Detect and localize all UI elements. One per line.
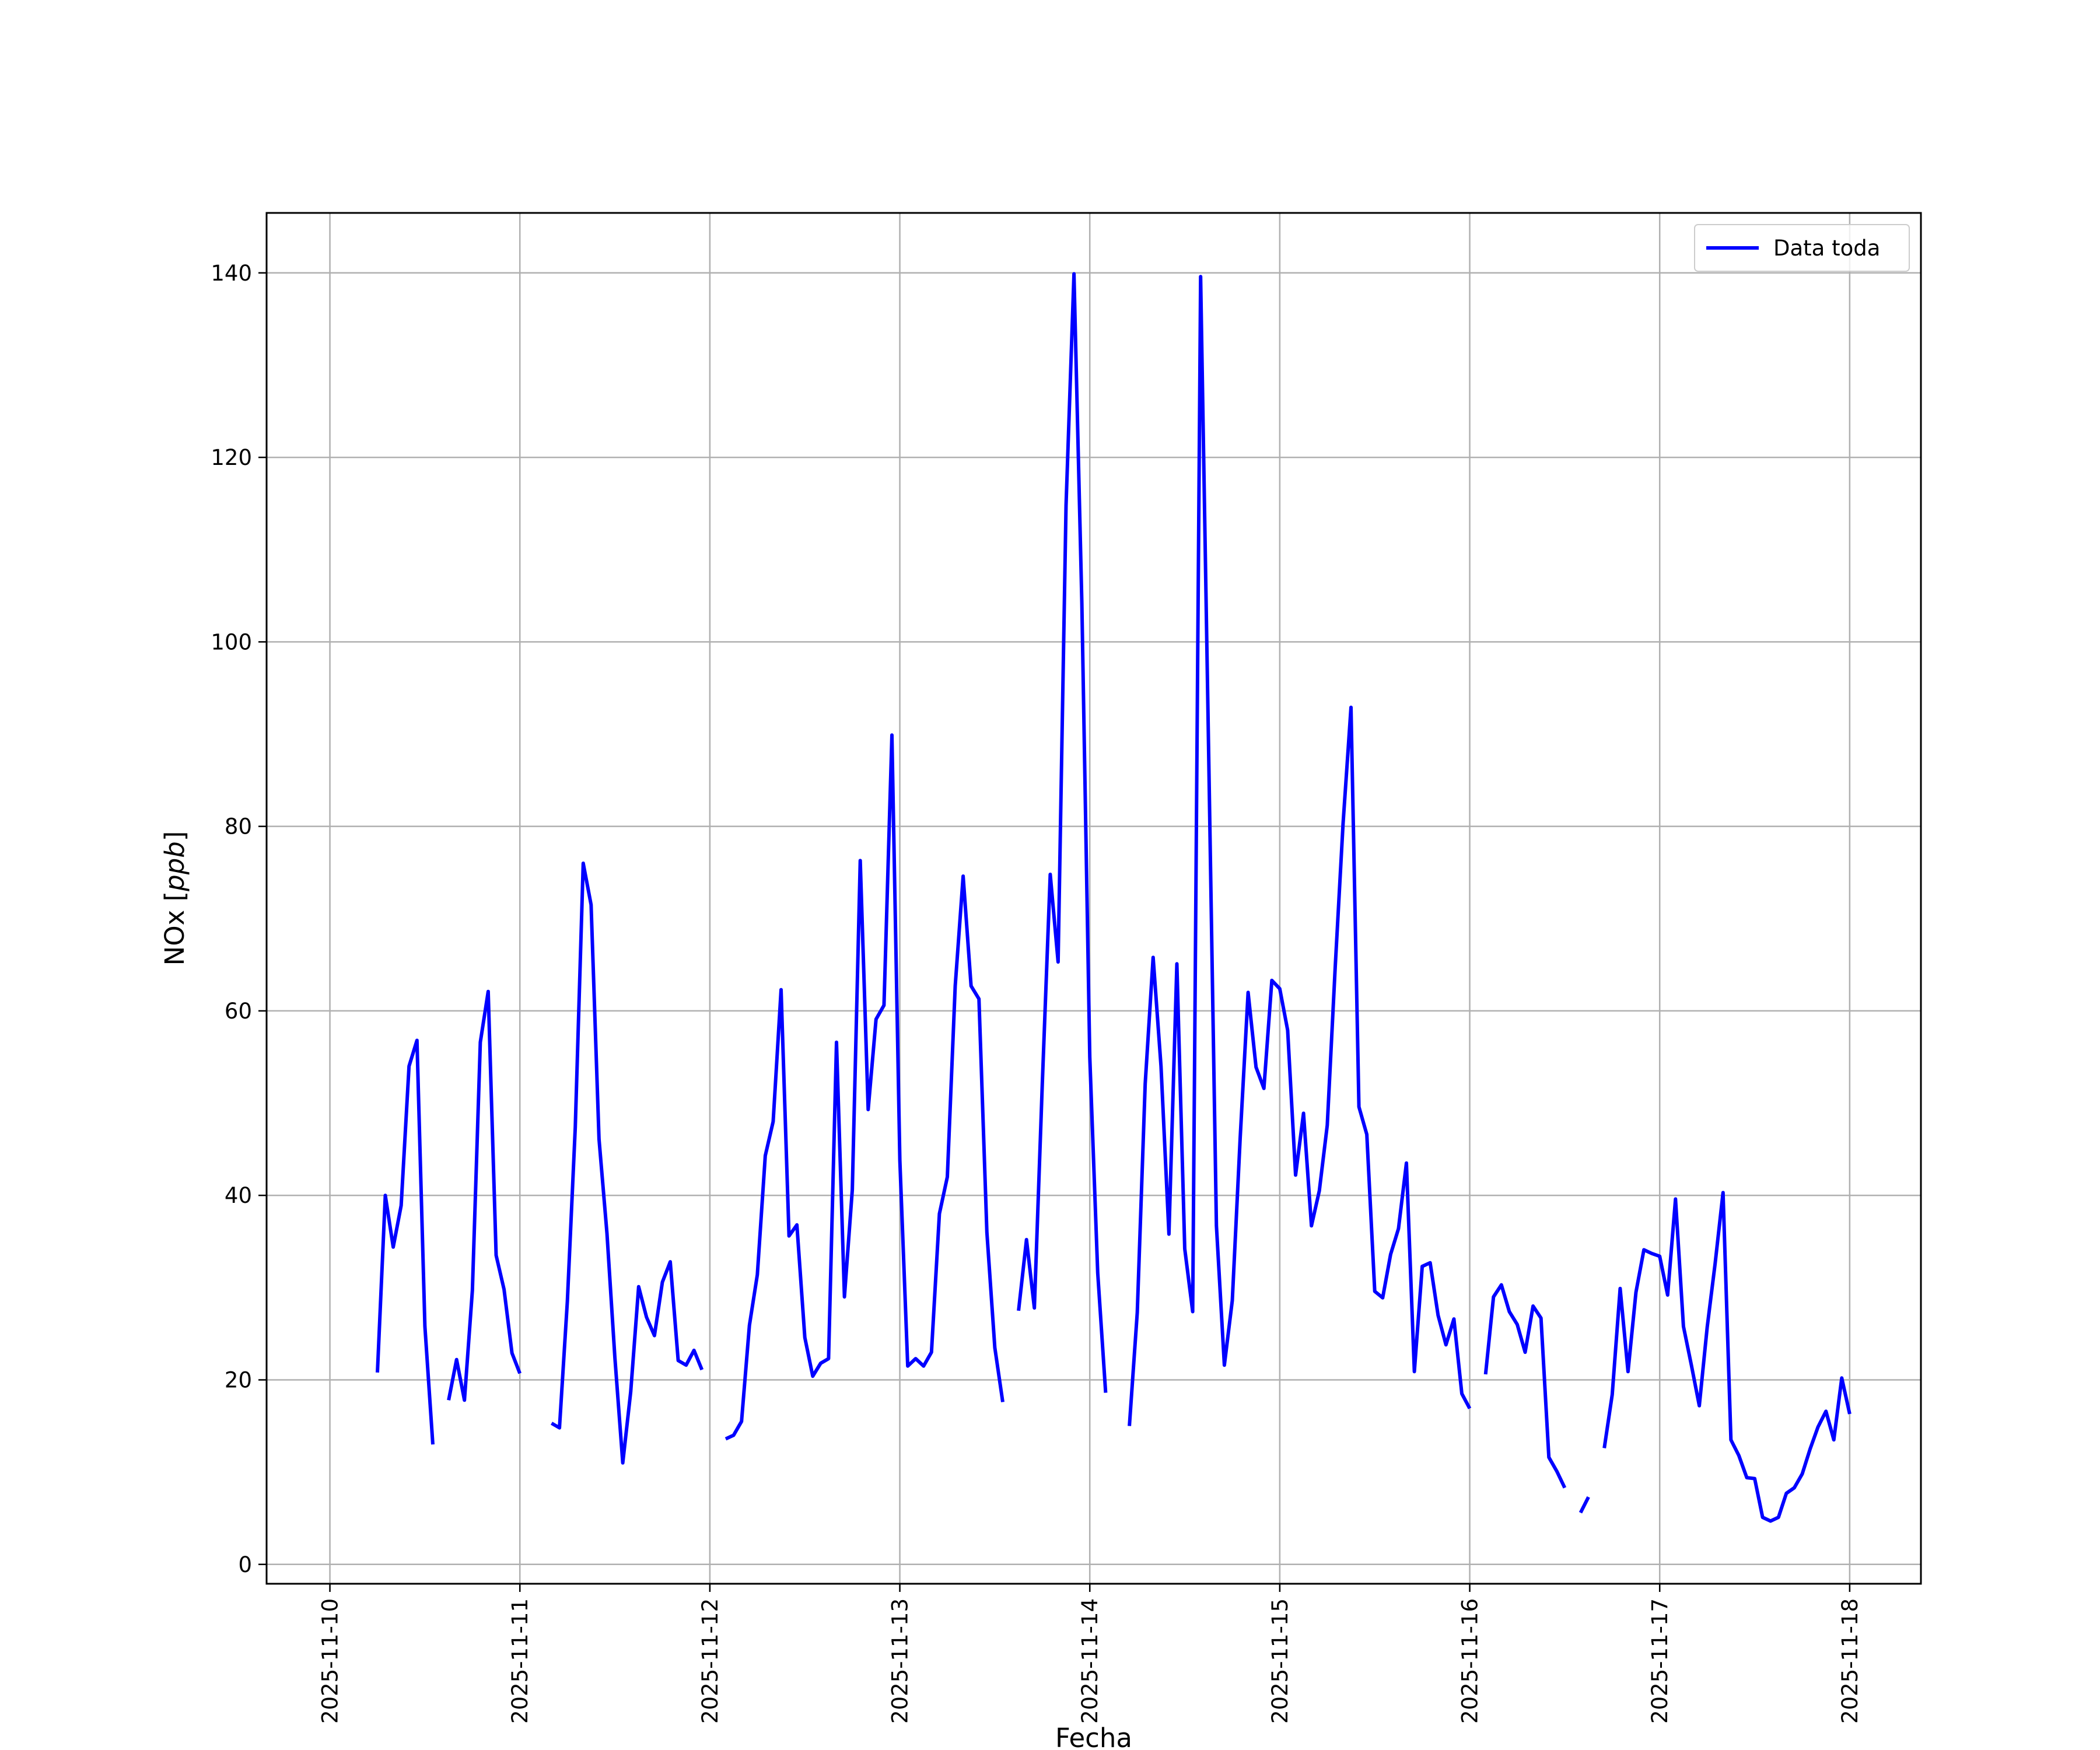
series-line-segment xyxy=(1602,1191,1852,1523)
y-tick-label: 120 xyxy=(211,445,252,470)
series-line-segment xyxy=(550,861,704,1465)
y-tick-label: 80 xyxy=(225,814,252,839)
x-axis-ticks: 2025-11-10 2025-11-11 2025-11-12 2025-11-13… xyxy=(318,1584,1863,1724)
series-line-segment xyxy=(376,1038,435,1445)
x-tick-label: 2025-11-13 xyxy=(888,1598,913,1724)
y-tick-label: 0 xyxy=(238,1552,252,1577)
y-axis-ticks: 0 20 40 60 80 100 120 140 xyxy=(211,261,267,1577)
x-tick-label: 2025-11-10 xyxy=(318,1598,343,1724)
y-axis-label-main: NOx [ xyxy=(159,891,190,966)
series-line-segment xyxy=(1578,1496,1590,1514)
y-axis-label-unit: ppb xyxy=(159,841,190,892)
x-tick-label: 2025-11-14 xyxy=(1077,1598,1102,1724)
x-tick-label: 2025-11-11 xyxy=(508,1598,533,1724)
y-tick-label: 60 xyxy=(225,999,252,1024)
legend-label: Data toda xyxy=(1773,236,1880,261)
series-line-segment xyxy=(724,733,1005,1441)
series-line-segment xyxy=(447,989,522,1402)
x-tick-label: 2025-11-16 xyxy=(1458,1598,1483,1724)
y-tick-label: 20 xyxy=(225,1368,252,1393)
plot-area xyxy=(376,272,1852,1523)
legend: Data toda xyxy=(1694,224,1910,272)
axes-frame xyxy=(265,212,1922,1585)
series-line-segment xyxy=(1017,272,1108,1393)
x-tick-label: 2025-11-12 xyxy=(698,1598,723,1724)
x-tick-label: 2025-11-18 xyxy=(1838,1598,1863,1724)
x-tick-label: 2025-11-15 xyxy=(1268,1598,1293,1724)
y-axis-label-close: ] xyxy=(159,831,190,842)
y-tick-label: 40 xyxy=(225,1183,252,1208)
y-tick-label: 100 xyxy=(211,629,252,654)
y-axis-label: NOx [ppb] xyxy=(159,831,190,966)
grid xyxy=(267,213,1921,1584)
series-line-segment xyxy=(1128,275,1472,1426)
x-axis-label: Fecha xyxy=(1055,1723,1132,1750)
y-tick-label: 140 xyxy=(211,261,252,286)
series-line-segment xyxy=(1483,1283,1567,1489)
legend-box xyxy=(1694,224,1910,272)
x-tick-label: 2025-11-17 xyxy=(1647,1598,1672,1724)
